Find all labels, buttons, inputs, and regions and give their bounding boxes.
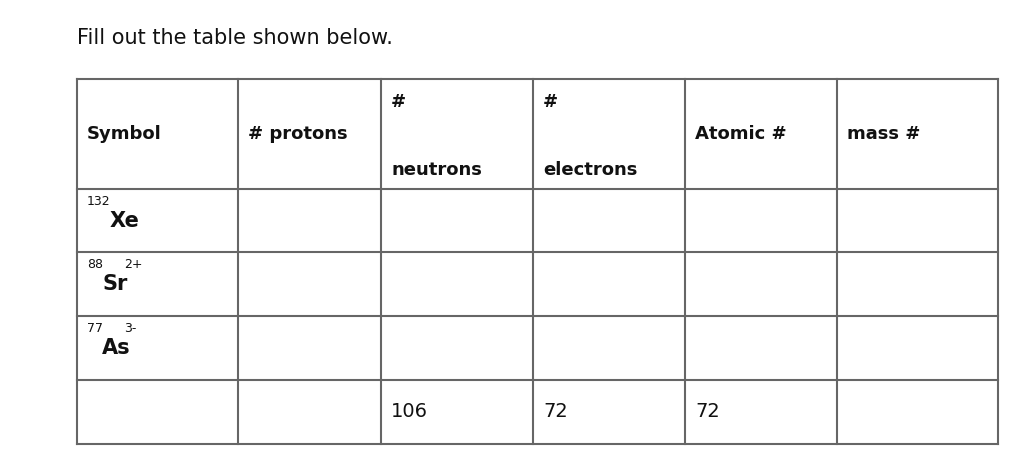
Text: As: As [102, 338, 131, 358]
Text: 88: 88 [87, 258, 103, 271]
Text: 77: 77 [87, 322, 103, 335]
Text: 132: 132 [87, 195, 111, 207]
Text: Atomic #: Atomic # [695, 125, 786, 143]
Text: Xe: Xe [110, 211, 139, 231]
Text: mass #: mass # [848, 125, 921, 143]
Text: 72: 72 [543, 402, 568, 421]
Text: # protons: # protons [248, 125, 348, 143]
Text: 72: 72 [695, 402, 720, 421]
Text: electrons: electrons [543, 161, 638, 179]
Text: #: # [543, 93, 558, 112]
Text: #: # [391, 93, 407, 112]
Text: 2+: 2+ [124, 258, 142, 271]
Text: Sr: Sr [102, 274, 127, 294]
Text: Symbol: Symbol [87, 125, 162, 143]
Text: neutrons: neutrons [391, 161, 482, 179]
Text: 106: 106 [391, 402, 428, 421]
Text: 3-: 3- [124, 322, 136, 335]
Text: Fill out the table shown below.: Fill out the table shown below. [77, 28, 392, 48]
